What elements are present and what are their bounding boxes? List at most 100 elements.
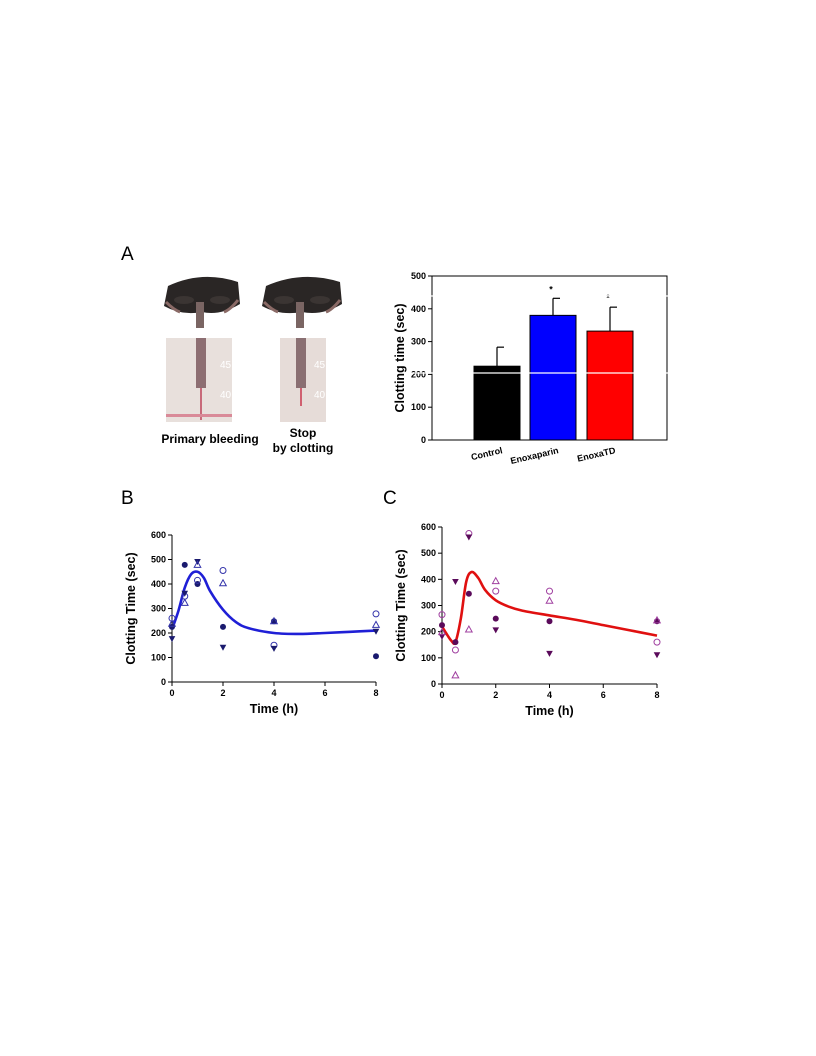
photo-mouse-tail-primary: 45 40: [164, 276, 240, 422]
chart-c-point-filled-circle: [452, 639, 459, 646]
chart-b-point-filled-triangle-down: [270, 645, 278, 652]
chart-b-point-filled-triangle-down: [194, 558, 201, 565]
chart-c-xtick-label: 6: [601, 690, 606, 700]
chart-a-ytick-label: 200: [411, 369, 426, 379]
chart-c-point-open-triangle: [652, 615, 662, 624]
chart-b-ytick-label: 200: [151, 628, 166, 638]
chart-a-bar-control: [473, 365, 521, 441]
chart-c-point-open-triangle: [451, 670, 460, 679]
chart-b-point-open-circle: [270, 641, 278, 649]
chart-c-point-open-circle: [451, 646, 459, 654]
chart-b-point-open-triangle: [167, 619, 177, 627]
chart-c-xtick-label: 4: [547, 690, 552, 700]
chart-b-fit-curve: [170, 570, 377, 636]
chart-b-point-open-circle: [194, 576, 201, 584]
chart-a-bar-enoxaparin: [529, 314, 577, 441]
chart-c-point-open-circle: [465, 530, 473, 538]
chart-a-xtick-label: Control: [470, 445, 503, 462]
chart-c-point-filled-circle: [492, 615, 499, 622]
panel-letter-c: C: [383, 488, 397, 509]
chart-c-point-open-triangle: [491, 576, 500, 585]
chart-c-xlabel: Time (h): [525, 704, 573, 718]
chart-b-ytick-label: 600: [151, 530, 166, 540]
chart-a-ylabel: Clotting time (sec): [393, 303, 407, 412]
chart-c-point-open-triangle: [464, 625, 474, 633]
photo-mouse-tail-clotted: 45 40: [262, 276, 342, 422]
chart-a-ytick-label: 500: [411, 271, 426, 281]
label-primary-bleeding: Primary bleeding: [161, 432, 259, 446]
chart-b-xlabel: Time (h): [250, 702, 298, 716]
chart-b-point-filled-triangle-down: [219, 644, 227, 651]
chart-a-xtick-label: Enoxaparin: [509, 445, 559, 466]
panel-letter-b: B: [121, 488, 134, 509]
chart-c-xtick-label: 8: [654, 690, 659, 700]
chart-b-point-filled-circle: [169, 623, 175, 630]
chart-c-point-filled-circle: [546, 618, 553, 625]
chart-c-xtick-label: 2: [493, 690, 498, 700]
chart-b-xtick-label: 2: [220, 688, 225, 698]
chart-c-point-open-circle: [438, 611, 446, 619]
chart-a-ytick-label: 100: [411, 402, 426, 412]
chart-c-ytick-label: 200: [421, 627, 436, 637]
chart-c-point-open-circle: [492, 587, 500, 595]
chart-c-point-filled-circle: [465, 590, 472, 597]
chart-b-point-filled-circle: [373, 653, 379, 660]
chart-c-point-filled-triangle-down: [452, 578, 459, 585]
chart-c-point-open-triangle: [437, 627, 447, 636]
ruler-mark-45-a: 45: [220, 360, 232, 371]
chart-c-point-filled-circle: [439, 622, 445, 629]
chart-b-point-open-circle: [168, 614, 176, 622]
chart-b-point-open-triangle: [269, 616, 279, 625]
chart-b-xtick-label: 4: [271, 688, 276, 698]
chart-b-point-filled-triangle-down: [181, 590, 189, 597]
chart-b-ytick-label: 100: [151, 653, 166, 663]
chart-b-ylabel: Clotting Time (sec): [124, 552, 138, 664]
chart-a-xtick-label: EnoxaTD: [576, 445, 617, 464]
chart-b-point-filled-circle: [194, 581, 201, 587]
chart-c-xtick-label: 0: [439, 690, 444, 700]
chart-c-point-filled-triangle-down: [653, 652, 661, 659]
chart-b-ytick-label: 0: [161, 677, 166, 687]
chart-b-point-open-circle: [372, 610, 380, 618]
chart-a-bar-enoxatd: [586, 330, 634, 441]
chart-c-ytick-label: 0: [431, 679, 436, 689]
chart-b-point-filled-triangle-down: [372, 628, 380, 635]
chart-b-xtick-label: 6: [322, 688, 327, 698]
chart-c-ylabel: Clotting Time (sec): [394, 549, 408, 661]
chart-c-point-filled-triangle-down: [465, 534, 473, 541]
chart-b-point-open-triangle: [218, 578, 228, 587]
ruler-mark-40-b: 40: [314, 390, 326, 401]
chart-c-point-filled-triangle-down: [546, 650, 553, 657]
chart-c-point-open-triangle: [545, 596, 554, 604]
chart-b-xtick-label: 0: [169, 688, 174, 698]
chart-b-point-filled-circle: [181, 561, 188, 568]
chart-b-ytick-label: 300: [151, 604, 166, 614]
chart-a-frame: [431, 275, 668, 441]
chart-c-ytick-label: 300: [421, 601, 436, 611]
chart-c-ytick-label: 500: [421, 548, 436, 558]
chart-a-significance: *: [549, 284, 553, 294]
chart-c-ytick-label: 100: [421, 653, 436, 663]
chart-b-point-open-circle: [181, 592, 189, 600]
chart-b-point-open-triangle: [371, 620, 381, 628]
chart-c-ytick-label: 600: [421, 522, 436, 532]
chart-c-point-filled-triangle-down: [438, 633, 446, 640]
chart-a-ytick-label: 0: [421, 435, 426, 445]
chart-a-ytick-label: 300: [411, 337, 426, 347]
chart-b-point-filled-triangle-down: [168, 636, 176, 643]
chart-c-ytick-label: 400: [421, 574, 436, 584]
chart-c-point-filled-triangle-down: [492, 627, 500, 634]
chart-b-point-open-circle: [219, 567, 227, 575]
chart-c-point-filled-circle: [654, 618, 660, 625]
ruler-mark-40-a: 40: [220, 390, 232, 401]
chart-b-ytick-label: 500: [151, 555, 166, 565]
chart-a-significance: *: [606, 293, 610, 303]
chart-b-point-open-triangle: [193, 560, 202, 568]
chart-b-point-filled-circle: [220, 623, 226, 630]
chart-b-point-filled-circle: [271, 618, 277, 625]
chart-c-fit-curve: [440, 570, 658, 646]
chart-b-point-open-triangle: [180, 598, 189, 606]
